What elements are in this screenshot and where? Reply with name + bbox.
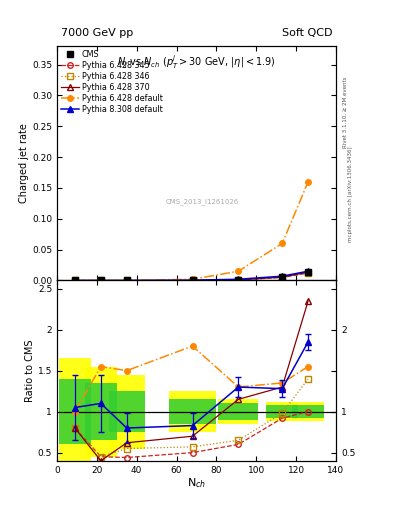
Text: Rivet 3.1.10, ≥ 2M events: Rivet 3.1.10, ≥ 2M events [343,77,348,148]
Y-axis label: Ratio to CMS: Ratio to CMS [25,339,35,402]
Bar [59,358,91,465]
Bar [292,405,324,418]
X-axis label: N$_{ch}$: N$_{ch}$ [187,476,206,490]
Text: 7000 GeV pp: 7000 GeV pp [61,28,133,38]
Bar [109,391,145,432]
Bar [219,399,258,424]
Bar [85,367,117,457]
Text: Soft QCD: Soft QCD [282,28,332,38]
Bar [169,399,217,424]
Bar [85,383,117,440]
Bar [266,405,298,418]
Bar [169,391,217,432]
Bar [266,402,298,421]
Y-axis label: Charged jet rate: Charged jet rate [19,123,29,203]
Bar [109,375,145,449]
Text: $N_j$ vs $N_{ch}$ ($p_T^j$$>$30 GeV, $|\eta|$$<$1.9): $N_j$ vs $N_{ch}$ ($p_T^j$$>$30 GeV, $|\… [117,53,276,71]
Text: CMS_2013_I1261026: CMS_2013_I1261026 [165,199,239,205]
Legend: CMS, Pythia 6.428 345, Pythia 6.428 346, Pythia 6.428 370, Pythia 6.428 default,: CMS, Pythia 6.428 345, Pythia 6.428 346,… [59,49,164,116]
Bar [219,403,258,420]
Bar [59,379,91,444]
Text: mcplots.cern.ch [arXiv:1306.3436]: mcplots.cern.ch [arXiv:1306.3436] [348,147,353,242]
Bar [292,402,324,421]
